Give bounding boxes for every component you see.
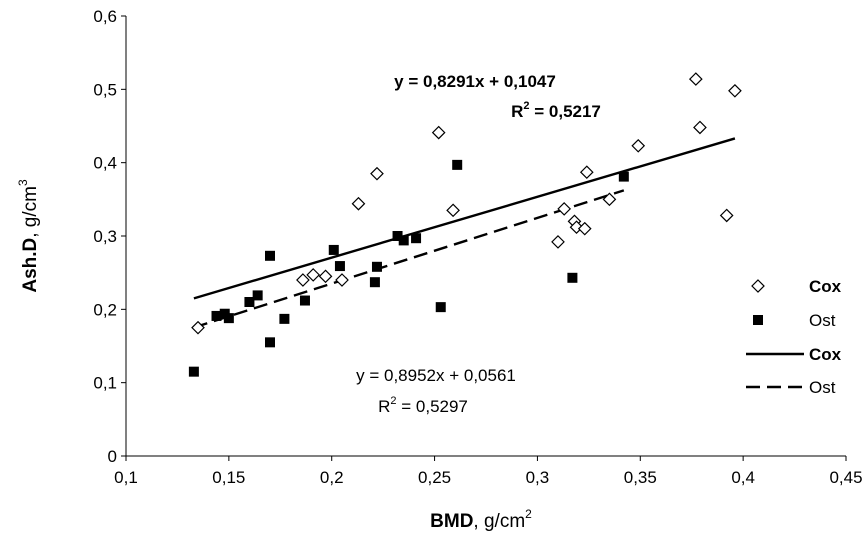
point-cox (431, 125, 446, 140)
y-tick-label: 0,4 (93, 154, 117, 173)
point-ost (392, 231, 403, 241)
point-cox (719, 208, 734, 223)
point-ost (211, 310, 222, 321)
trendline-cox (193, 137, 736, 300)
x-axis-title: BMD, g/cm2 (430, 507, 532, 532)
trendline-ost (193, 189, 625, 329)
legend-label: Cox (809, 277, 842, 296)
x-tick-label: 0,2 (320, 468, 344, 487)
point-cox (688, 72, 703, 86)
point-ost (252, 290, 263, 301)
point-ost (223, 313, 234, 324)
cox-equation: y = 0,8291x + 0,1047 (394, 72, 556, 91)
y-tick-label: 0,5 (93, 80, 117, 99)
point-cox (335, 273, 349, 287)
point-ost (299, 295, 310, 306)
point-ost (618, 171, 629, 182)
axis-ticks: 0,1 0,15 0,2 0,25 0,3 0,35 0,4 0,45 0 0,1 0,2 0,3 0,… (93, 7, 862, 487)
point-ost (334, 261, 345, 272)
legend-label: Cox (809, 345, 842, 364)
point-ost (411, 233, 422, 244)
point-cox (318, 269, 333, 284)
diamond-marker-icon (751, 279, 765, 293)
point-ost (244, 297, 255, 307)
point-ost (452, 159, 463, 170)
legend-label: Ost (809, 311, 836, 330)
x-tick-label: 0,15 (212, 468, 245, 487)
point-cox (351, 196, 366, 211)
ost-equation: y = 0,8952x + 0,0561 (356, 366, 516, 385)
point-ost (265, 337, 275, 348)
point-ost (328, 244, 339, 255)
y-tick-label: 0,1 (93, 374, 117, 393)
legend-item-cox-points: Cox (751, 277, 842, 296)
point-ost (188, 366, 199, 377)
y-tick-label: 0,6 (93, 7, 117, 26)
point-ost (371, 261, 382, 272)
point-ost (567, 272, 578, 283)
point-cox (577, 221, 592, 236)
point-ost (369, 277, 380, 288)
legend-item-cox-line: Cox (746, 345, 842, 364)
x-tick-label: 0,25 (418, 468, 451, 487)
trendlines (193, 137, 736, 329)
point-cox (296, 273, 310, 287)
point-ost (279, 313, 290, 324)
ost-r2: R2 = 0,5297 (378, 395, 468, 416)
x-tick-label: 0,3 (526, 468, 550, 487)
x-tick-label: 0,35 (624, 468, 657, 487)
legend-item-ost-line: Ost (746, 378, 836, 397)
x-tick-label: 0,1 (114, 468, 138, 487)
cox-r2: R2 = 0,5217 (511, 100, 601, 121)
point-cox (446, 203, 460, 218)
point-cox (728, 83, 742, 98)
point-cox (693, 120, 707, 135)
point-ost (265, 250, 275, 261)
point-cox (579, 165, 594, 180)
legend: Cox Ost Cox Ost (746, 277, 842, 397)
square-marker-icon (753, 315, 763, 325)
legend-item-ost-points: Ost (753, 311, 836, 330)
y-axis-title: Ash.D, g/cm3 (16, 179, 41, 293)
data-points (188, 72, 742, 377)
y-tick-label: 0,2 (93, 300, 117, 319)
point-cox (306, 268, 321, 282)
point-ost (398, 235, 409, 246)
x-tick-label: 0,45 (829, 468, 862, 487)
y-tick-label: 0,3 (93, 227, 117, 246)
point-cox (370, 166, 384, 181)
point-cox (631, 138, 646, 153)
point-cox (557, 202, 572, 216)
point-cox (551, 235, 565, 249)
x-tick-label: 0,4 (731, 468, 755, 487)
point-ost (435, 302, 446, 313)
y-tick-label: 0 (108, 447, 117, 466)
point-cox (602, 192, 617, 207)
legend-label: Ost (809, 378, 836, 397)
point-cox (191, 320, 205, 335)
